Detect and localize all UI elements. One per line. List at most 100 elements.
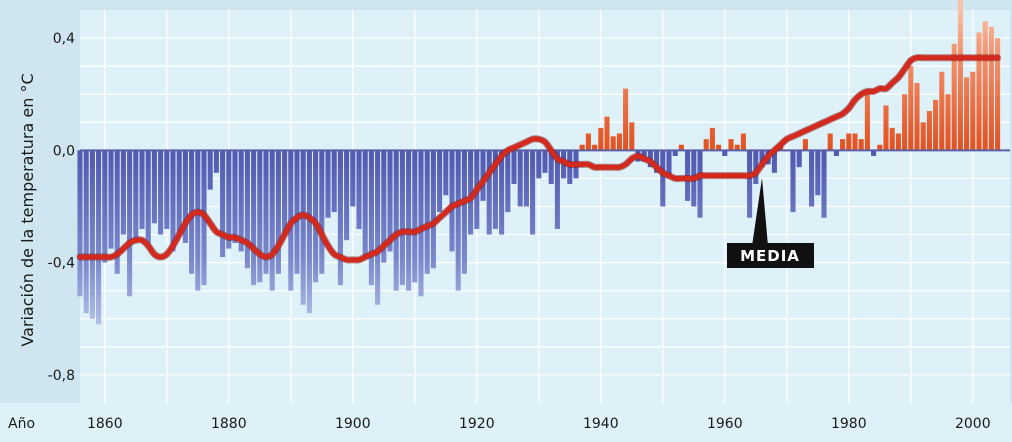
bar <box>282 150 288 235</box>
bar <box>418 150 424 297</box>
bar <box>995 38 1001 151</box>
bar <box>523 150 529 207</box>
bar <box>406 150 412 291</box>
bar <box>350 150 356 207</box>
bar <box>226 150 232 249</box>
bar <box>858 139 864 151</box>
bar <box>269 150 275 291</box>
bar <box>616 133 622 151</box>
bar <box>306 150 312 314</box>
bar <box>914 82 920 151</box>
x-tick-label: 2000 <box>955 416 991 432</box>
bar <box>120 150 126 235</box>
x-tick-labels: 1860 1880 1900 1920 1940 1960 1980 2000 <box>87 416 991 432</box>
bar <box>220 150 226 258</box>
bar <box>170 150 176 252</box>
mean-annotation: MEDIA <box>727 178 814 268</box>
bar <box>554 150 560 229</box>
bar <box>579 144 585 151</box>
bar <box>821 150 827 218</box>
bar <box>145 150 151 246</box>
bar <box>871 150 877 156</box>
bar <box>771 150 777 173</box>
annotation-pointer <box>752 178 768 246</box>
bar <box>548 150 554 185</box>
annotation-label: MEDIA <box>740 247 800 265</box>
bar <box>623 88 629 151</box>
bar <box>424 150 430 274</box>
bar <box>604 116 610 151</box>
bar <box>902 94 908 151</box>
bar <box>722 150 728 156</box>
bar <box>846 133 852 151</box>
bar <box>337 150 343 286</box>
bar <box>468 150 474 235</box>
bar <box>530 150 536 235</box>
bar <box>443 150 449 196</box>
bar <box>127 150 133 297</box>
x-tick-label: 1960 <box>707 416 743 432</box>
bar <box>499 150 505 235</box>
bar <box>654 150 660 173</box>
x-tick-label: 1920 <box>459 416 495 432</box>
bar <box>957 0 963 151</box>
y-axis-label: Variación de la temperatura en °C <box>18 73 37 346</box>
bar <box>232 150 238 243</box>
bar <box>294 150 300 274</box>
bar <box>108 150 114 249</box>
bar <box>982 21 988 151</box>
bar <box>815 150 821 196</box>
bar <box>939 71 945 151</box>
bar <box>461 150 467 274</box>
bar <box>238 150 244 252</box>
bar <box>133 150 139 241</box>
bar <box>387 150 393 252</box>
bar <box>344 150 350 241</box>
bar <box>790 150 796 213</box>
x-tick-label: 1860 <box>87 416 123 432</box>
bar <box>592 144 598 151</box>
bar <box>827 133 833 151</box>
x-tick-label: 1880 <box>211 416 247 432</box>
bar <box>412 150 418 283</box>
bar <box>325 150 331 218</box>
bar <box>375 150 381 305</box>
bar <box>195 150 201 291</box>
bar <box>728 139 734 151</box>
bar <box>300 150 306 305</box>
x-tick-label: 1940 <box>583 416 619 432</box>
bar <box>908 66 914 151</box>
y-tick-label: 0,4 <box>53 31 75 47</box>
bar <box>852 133 858 151</box>
x-axis-label: Año <box>8 416 35 432</box>
y-tick-label: 0,0 <box>53 143 75 159</box>
bar <box>598 127 604 151</box>
bar <box>139 150 145 229</box>
bar <box>151 150 157 224</box>
bar <box>511 150 517 185</box>
bar <box>629 122 635 151</box>
bar <box>449 150 455 252</box>
y-tick-label: -0,4 <box>48 256 75 272</box>
bar <box>244 150 250 269</box>
bar <box>964 77 970 151</box>
x-tick-label: 1980 <box>831 416 867 432</box>
bar <box>809 150 815 207</box>
bar <box>610 136 616 151</box>
bar <box>77 150 83 297</box>
bar <box>660 150 666 207</box>
bar <box>158 150 164 235</box>
x-tick-label: 1900 <box>335 416 371 432</box>
bar <box>945 94 951 151</box>
bar <box>393 150 399 291</box>
bar <box>889 127 895 151</box>
x-axis-band <box>0 403 1012 442</box>
bar <box>492 150 498 229</box>
bar <box>716 144 722 151</box>
bar <box>319 150 325 274</box>
bar <box>933 99 939 151</box>
bar <box>542 150 548 173</box>
bar <box>381 150 387 263</box>
bar <box>399 150 405 286</box>
